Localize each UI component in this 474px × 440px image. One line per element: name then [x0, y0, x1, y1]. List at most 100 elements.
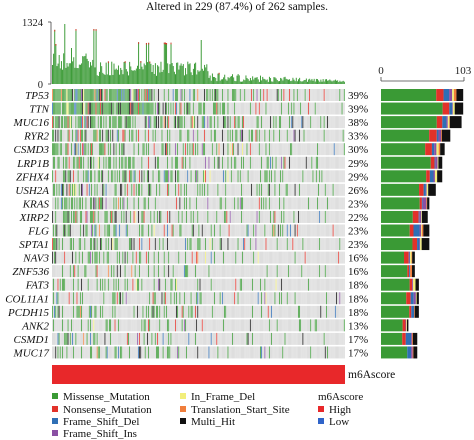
mutation-cell: [152, 265, 154, 278]
mutation-cell: [318, 224, 319, 237]
mutation-cell: [262, 129, 264, 142]
mutation-cell: [280, 319, 281, 332]
mutation-cell: [236, 129, 238, 142]
mutation-cell: [54, 89, 56, 101]
tmb-bar: [313, 78, 315, 84]
mutation-cell: [195, 89, 196, 101]
mutation-cell: [216, 278, 218, 291]
mutation-cell: [197, 305, 199, 318]
mutation-cell: [260, 156, 261, 169]
mutation-cell: [334, 102, 336, 115]
mutation-cell: [158, 170, 160, 183]
mutation-cell: [305, 183, 307, 196]
tmb-bar: [301, 81, 303, 84]
tmb-bar: [131, 70, 133, 84]
mutation-cell: [263, 183, 265, 196]
mutation-cell: [262, 143, 264, 156]
tmb-bar: [81, 63, 83, 84]
mutation-cell: [85, 292, 87, 305]
mutation-cell: [314, 238, 316, 251]
mutation-cell: [101, 265, 102, 278]
mutation-cell: [68, 89, 70, 101]
mutation-cell: [162, 116, 164, 129]
mutation-cell: [220, 156, 222, 169]
mutation-cell: [332, 292, 334, 305]
mutation-cell: [139, 129, 140, 142]
mutation-cell: [94, 197, 96, 210]
mutation-cell: [314, 224, 316, 237]
mutation-cell: [151, 102, 153, 115]
mutation-cell: [229, 305, 231, 318]
mutation-cell: [95, 143, 97, 156]
mutation-cell: [337, 251, 338, 264]
mutation-cell: [110, 116, 111, 129]
mutation-cell: [317, 183, 318, 196]
mutation-cell: [94, 265, 96, 278]
mutation-cell: [210, 156, 212, 169]
mutation-cell: [151, 251, 153, 264]
mutation-cell: [105, 89, 107, 101]
mutation-cell: [111, 251, 113, 264]
mutation-cell: [243, 238, 244, 251]
mutation-cell: [147, 129, 148, 142]
tmb-bar: [204, 64, 206, 84]
mutation-cell: [281, 89, 283, 101]
mutation-cell: [53, 210, 54, 223]
mutation-cell: [247, 278, 249, 291]
mutation-cell: [207, 210, 209, 223]
mutation-cell: [257, 89, 259, 101]
mutation-cell: [328, 319, 329, 332]
mutation-cell: [65, 238, 67, 251]
mutation-cell: [285, 210, 287, 223]
mutation-cell: [124, 143, 126, 156]
mutation-cell: [257, 292, 259, 305]
mutation-cell: [243, 305, 244, 318]
mutation-cell: [116, 265, 118, 278]
mutation-cell: [327, 156, 328, 169]
mutation-cell: [74, 197, 76, 210]
mutation-cell: [156, 319, 157, 332]
tmb-bar: [252, 76, 254, 84]
mutation-cell: [161, 156, 163, 169]
mutation-cell: [138, 305, 139, 318]
mutation-cell: [247, 319, 249, 332]
mutation-cell: [56, 305, 58, 318]
mutation-cell: [199, 129, 201, 142]
mutation-cell: [270, 292, 271, 305]
mutation-cell: [134, 116, 136, 129]
mutation-cell: [182, 251, 184, 264]
mutation-cell: [194, 292, 195, 305]
mutation-cell: [91, 143, 92, 156]
mutation-cell: [106, 292, 108, 305]
mutation-cell: [187, 265, 189, 278]
mutation-cell: [232, 143, 233, 156]
mutation-cell: [94, 292, 96, 305]
mutation-cell: [116, 183, 118, 196]
mutation-cell: [148, 319, 149, 332]
mutation-cell: [264, 238, 266, 251]
mutation-cell: [156, 183, 157, 196]
mutation-cell: [132, 89, 134, 101]
mutation-cell: [239, 251, 241, 264]
mutation-cell: [179, 292, 181, 305]
mutation-cell: [62, 183, 63, 196]
mutation-cell: [86, 183, 88, 196]
tmb-bar: [196, 74, 198, 84]
mutation-cell: [248, 265, 250, 278]
mutation-cell: [330, 183, 332, 196]
mutation-cell: [325, 319, 327, 332]
mutation-cell: [232, 210, 233, 223]
tmb-bar: [257, 79, 259, 84]
tmb-bar: [128, 75, 130, 84]
mutation-cell: [147, 197, 148, 210]
mutation-cell: [65, 197, 67, 210]
mutation-cell: [255, 89, 257, 101]
mutation-cell: [158, 116, 160, 129]
mutation-cell: [141, 319, 143, 332]
mutation-cell: [147, 210, 148, 223]
mutation-cell: [310, 116, 312, 129]
mutation-cell: [337, 183, 338, 196]
mutation-cell: [328, 224, 329, 237]
mutation-cell: [255, 251, 257, 264]
mutation-cell: [321, 197, 323, 210]
